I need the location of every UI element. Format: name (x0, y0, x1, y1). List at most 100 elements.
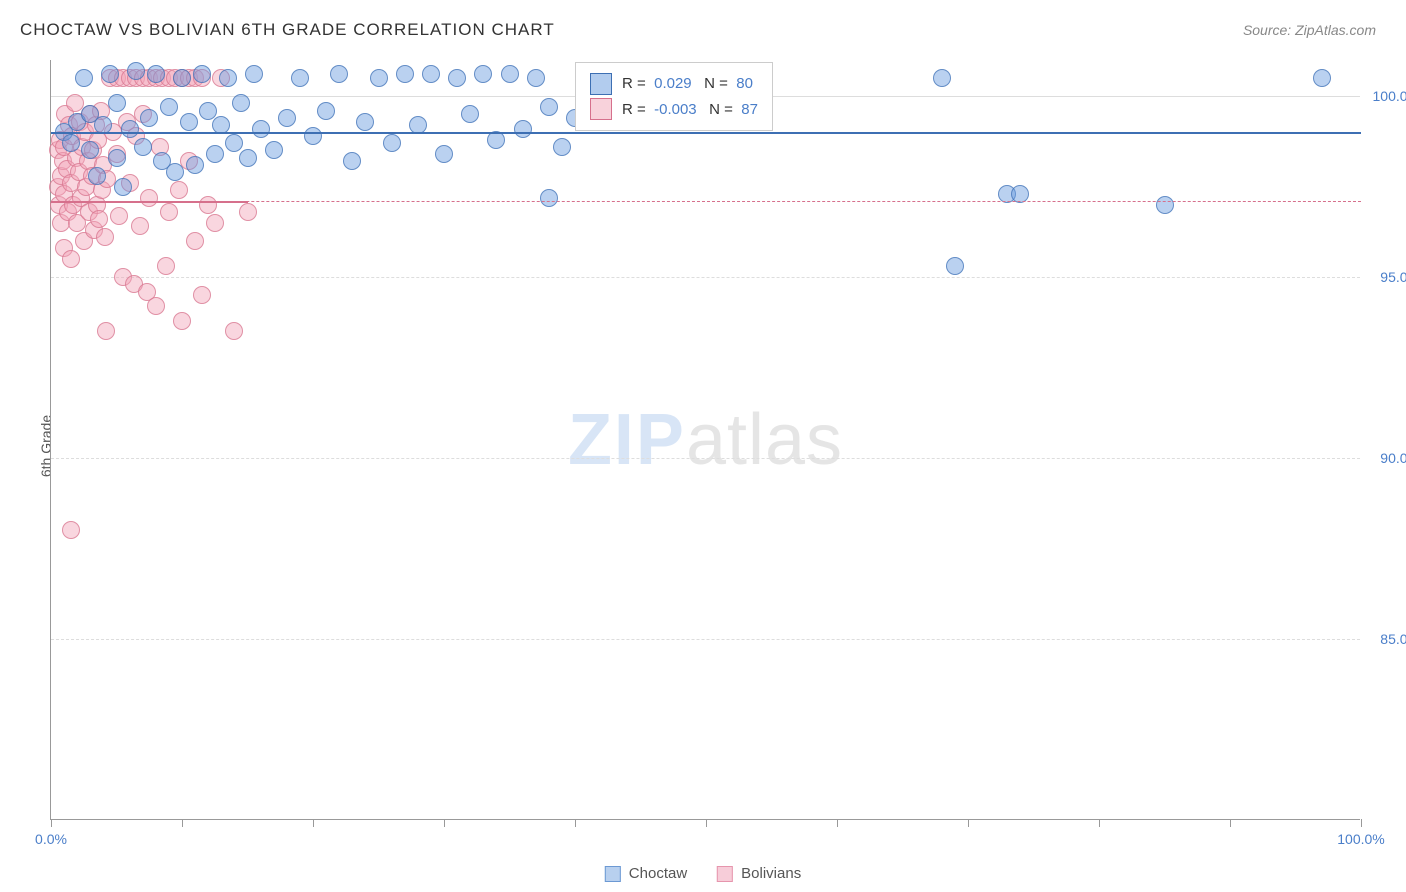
x-tick (575, 819, 576, 827)
bottom-legend: Choctaw Bolivians (605, 865, 801, 882)
x-tick-label: 100.0% (1337, 831, 1384, 847)
scatter-point (278, 109, 296, 127)
scatter-point (474, 65, 492, 83)
scatter-point (199, 102, 217, 120)
scatter-point (157, 257, 175, 275)
regression-line (51, 132, 1361, 134)
scatter-point (232, 94, 250, 112)
scatter-point (193, 65, 211, 83)
legend-swatch (605, 866, 621, 882)
scatter-point (946, 257, 964, 275)
source-label: Source: ZipAtlas.com (1243, 22, 1376, 38)
scatter-point (186, 156, 204, 174)
scatter-point (206, 214, 224, 232)
scatter-point (199, 196, 217, 214)
y-tick-label: 90.0% (1365, 450, 1406, 466)
y-tick-label: 85.0% (1365, 631, 1406, 647)
scatter-point (140, 109, 158, 127)
scatter-point (252, 120, 270, 138)
y-tick-label: 100.0% (1365, 88, 1406, 104)
watermark-atlas: atlas (686, 400, 843, 480)
scatter-point (933, 69, 951, 87)
chart-title: CHOCTAW VS BOLIVIAN 6TH GRADE CORRELATIO… (20, 20, 555, 40)
scatter-point (127, 62, 145, 80)
scatter-point (97, 322, 115, 340)
legend-label: Bolivians (741, 865, 801, 882)
x-tick (1230, 819, 1231, 827)
legend-swatch (717, 866, 733, 882)
x-tick (706, 819, 707, 827)
scatter-point (501, 65, 519, 83)
stats-legend-text: R = -0.003 N = 87 (622, 97, 758, 123)
scatter-point (422, 65, 440, 83)
scatter-point (540, 189, 558, 207)
x-tick (51, 819, 52, 827)
legend-swatch (590, 73, 612, 95)
scatter-point (304, 127, 322, 145)
scatter-point (134, 138, 152, 156)
scatter-point (343, 152, 361, 170)
stats-legend-row: R = 0.029 N = 80 (590, 71, 758, 97)
scatter-point (239, 149, 257, 167)
scatter-point (62, 134, 80, 152)
regression-line-segment (51, 201, 248, 203)
x-tick (968, 819, 969, 827)
x-tick (444, 819, 445, 827)
scatter-point (356, 113, 374, 131)
scatter-point (160, 98, 178, 116)
scatter-point (96, 228, 114, 246)
y-tick-label: 95.0% (1365, 269, 1406, 285)
scatter-point (108, 94, 126, 112)
x-tick (837, 819, 838, 827)
bottom-legend-item: Choctaw (605, 865, 687, 882)
scatter-point (206, 145, 224, 163)
scatter-point (370, 69, 388, 87)
scatter-point (245, 65, 263, 83)
scatter-point (114, 178, 132, 196)
x-tick-label: 0.0% (35, 831, 67, 847)
scatter-point (166, 163, 184, 181)
scatter-point (160, 203, 178, 221)
scatter-point (383, 134, 401, 152)
scatter-point (219, 69, 237, 87)
scatter-point (90, 210, 108, 228)
plot-area: ZIPatlas 85.0%90.0%95.0%100.0%0.0%100.0%… (50, 60, 1360, 820)
x-tick (1361, 819, 1362, 827)
gridline-h (51, 458, 1360, 459)
scatter-point (108, 149, 126, 167)
scatter-point (396, 65, 414, 83)
scatter-point (1313, 69, 1331, 87)
scatter-point (66, 94, 84, 112)
scatter-point (173, 312, 191, 330)
scatter-point (448, 69, 466, 87)
scatter-point (186, 232, 204, 250)
x-tick (313, 819, 314, 827)
scatter-point (75, 69, 93, 87)
stats-legend: R = 0.029 N = 80R = -0.003 N = 87 (575, 62, 773, 131)
scatter-point (265, 141, 283, 159)
scatter-point (291, 69, 309, 87)
watermark-zip: ZIP (568, 400, 686, 480)
scatter-point (62, 521, 80, 539)
scatter-point (553, 138, 571, 156)
x-tick (1099, 819, 1100, 827)
scatter-point (514, 120, 532, 138)
bottom-legend-item: Bolivians (717, 865, 801, 882)
scatter-point (527, 69, 545, 87)
scatter-point (1156, 196, 1174, 214)
scatter-point (461, 105, 479, 123)
watermark: ZIPatlas (568, 399, 843, 481)
scatter-point (101, 65, 119, 83)
scatter-point (121, 120, 139, 138)
scatter-point (225, 134, 243, 152)
stats-legend-row: R = -0.003 N = 87 (590, 97, 758, 123)
scatter-point (81, 141, 99, 159)
legend-swatch (590, 98, 612, 120)
scatter-point (330, 65, 348, 83)
scatter-point (239, 203, 257, 221)
scatter-point (193, 286, 211, 304)
scatter-point (110, 207, 128, 225)
legend-label: Choctaw (629, 865, 687, 882)
scatter-point (131, 217, 149, 235)
scatter-point (225, 322, 243, 340)
